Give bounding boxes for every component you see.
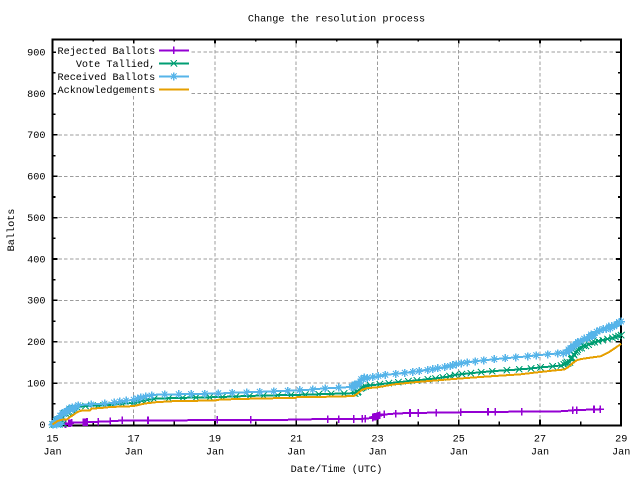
svg-text:800: 800 [27,90,45,101]
svg-text:Jan: Jan [287,448,305,459]
svg-text:Vote Tallied,: Vote Tallied, [76,59,155,71]
svg-text:21: 21 [290,435,302,446]
svg-text:Acknowledgements: Acknowledgements [57,85,155,97]
svg-text:Jan: Jan [125,448,143,459]
svg-text:Jan: Jan [612,448,630,459]
svg-text:Received Ballots: Received Ballots [57,72,155,84]
svg-text:200: 200 [27,338,45,349]
svg-text:Jan: Jan [206,448,224,459]
svg-text:23: 23 [371,435,383,446]
svg-text:19: 19 [209,435,221,446]
svg-text:Date/Time (UTC): Date/Time (UTC) [291,464,383,476]
svg-text:Change the resolution process: Change the resolution process [248,14,425,26]
svg-text:400: 400 [27,255,45,266]
svg-text:27: 27 [534,435,546,446]
svg-text:900: 900 [27,49,45,60]
svg-text:Jan: Jan [531,448,549,459]
svg-text:0: 0 [39,421,45,432]
svg-text:15: 15 [46,435,58,446]
svg-text:100: 100 [27,379,45,390]
svg-text:Rejected Ballots: Rejected Ballots [57,46,155,58]
svg-text:17: 17 [128,435,140,446]
svg-text:Jan: Jan [450,448,468,459]
svg-text:Jan: Jan [43,448,61,459]
svg-text:700: 700 [27,131,45,142]
svg-text:25: 25 [453,435,465,446]
svg-text:Jan: Jan [368,448,386,459]
svg-text:29: 29 [615,435,627,446]
svg-text:300: 300 [27,297,45,308]
svg-text:Ballots: Ballots [6,209,18,252]
svg-text:500: 500 [27,214,45,225]
svg-text:600: 600 [27,173,45,184]
